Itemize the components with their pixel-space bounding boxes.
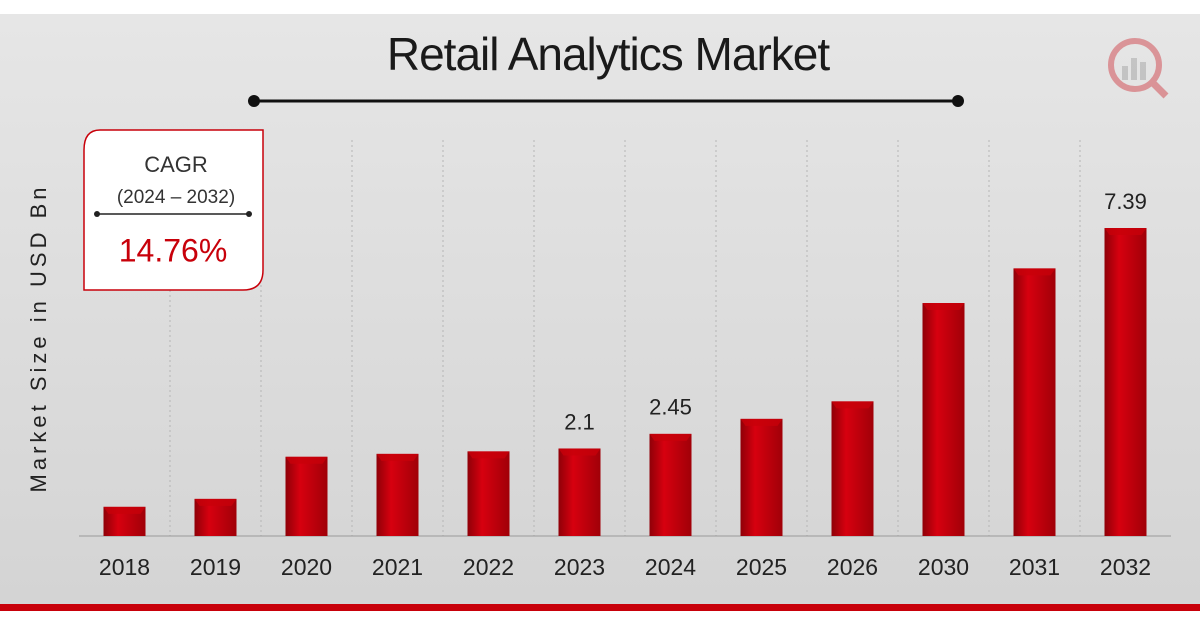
bar	[376, 453, 419, 536]
rule-dot	[248, 95, 260, 107]
bar	[558, 448, 601, 536]
bar-cap	[740, 418, 783, 426]
x-tick-label: 2031	[1009, 554, 1060, 580]
x-tick-label: 2021	[372, 554, 423, 580]
cagr-period: (2024 – 2032)	[117, 187, 235, 208]
bar-cap	[922, 303, 965, 311]
bar-cap	[103, 506, 146, 514]
cagr-value: 14.76%	[119, 232, 228, 268]
cagr-box: CAGR (2024 – 2032) 14.76%	[83, 129, 264, 291]
bottom-rule	[0, 604, 1200, 611]
bar	[467, 451, 510, 536]
value-label: 2.1	[564, 409, 595, 434]
bar	[922, 303, 965, 536]
x-tick-label: 2020	[281, 554, 332, 580]
cagr-frame	[83, 129, 264, 291]
bar-cap	[831, 401, 874, 409]
bar-cap	[649, 433, 692, 441]
rule-dot	[246, 211, 252, 217]
x-tick-label: 2025	[736, 554, 787, 580]
rule-dot	[952, 95, 964, 107]
rule-dot	[94, 211, 100, 217]
bar	[831, 401, 874, 536]
bar-cap	[1013, 268, 1056, 276]
bar-cap	[1104, 228, 1147, 235]
bar	[285, 456, 328, 536]
bar-cap	[467, 451, 510, 459]
bar	[1104, 228, 1147, 536]
bar-cap	[285, 456, 328, 464]
bar	[649, 433, 692, 536]
logo	[1108, 38, 1169, 99]
value-label: 7.39	[1104, 189, 1147, 214]
chart-title: Retail Analytics Market	[387, 28, 830, 80]
x-tick-label: 2018	[99, 554, 150, 580]
x-tick-label: 2024	[645, 554, 696, 580]
bar-cap	[376, 453, 419, 461]
bar	[1013, 268, 1056, 536]
x-tick-label: 2026	[827, 554, 878, 580]
x-tick-label: 2022	[463, 554, 514, 580]
y-axis-label: Market Size in USD Bn	[26, 184, 51, 493]
value-label: 2.45	[649, 395, 692, 420]
x-tick-label: 2030	[918, 554, 969, 580]
bar-cap	[558, 448, 601, 456]
bar-cap	[194, 498, 237, 506]
x-tick-label: 2019	[190, 554, 241, 580]
bar	[740, 418, 783, 536]
plot-area: 2018 2019 2020 2021 2022 2023 2.1 2024 2.45 2025 2…	[79, 140, 1171, 580]
x-tick-label: 2032	[1100, 554, 1151, 580]
cagr-label: CAGR	[144, 152, 208, 177]
x-tick-label: 2023	[554, 554, 605, 580]
